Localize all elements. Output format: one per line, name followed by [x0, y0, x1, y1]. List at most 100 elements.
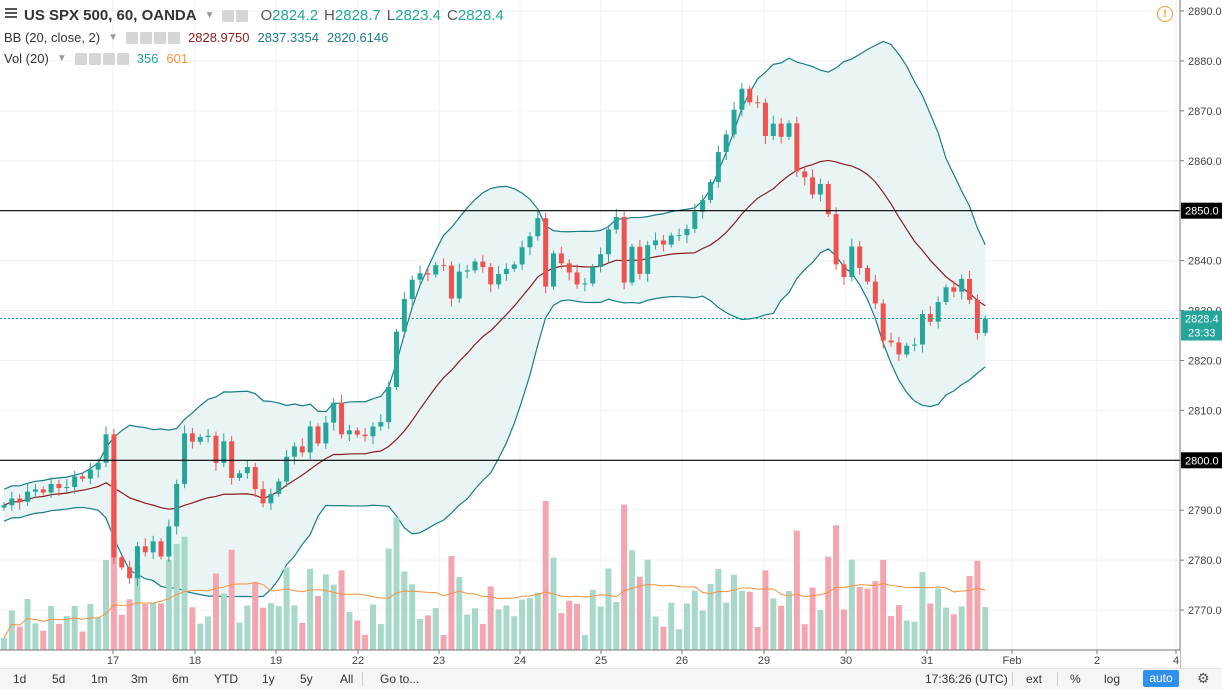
volume-bar: [762, 570, 769, 650]
candle-body: [833, 214, 839, 265]
volume-bar: [118, 614, 125, 650]
candle-body: [221, 441, 227, 463]
vol-close-icon[interactable]: [116, 52, 129, 65]
candle-body: [865, 267, 870, 282]
goto-button[interactable]: Go to...: [380, 672, 420, 686]
volume-bar: [707, 583, 714, 650]
candle-body: [700, 200, 706, 212]
bottom-toolbar: 1d 5d 1m 3m 6m YTD 1y 5y All Go to... 17:36:26 (…: [0, 668, 1222, 689]
timeframe-button[interactable]: 6m: [172, 672, 189, 686]
symbol-caret-icon[interactable]: ▼: [204, 10, 215, 21]
ext-button[interactable]: ext: [1026, 672, 1043, 686]
y-tick-label: 2840.0: [1188, 256, 1222, 268]
candle-body: [472, 261, 478, 271]
candle-body: [959, 278, 965, 292]
hide-icon[interactable]: [222, 9, 235, 22]
candle-body: [794, 123, 800, 172]
vol-caret-icon[interactable]: ▼: [56, 53, 67, 64]
timeframe-button[interactable]: 1d: [13, 672, 27, 686]
volume-bar: [315, 595, 321, 650]
volume-bar: [982, 607, 989, 650]
price-chart[interactable]: 2770.02780.02790.02800.02810.02820.02830…: [0, 0, 1222, 668]
candle-body: [590, 266, 596, 284]
candle-body: [496, 274, 502, 285]
candle-body: [433, 265, 439, 275]
volume-bar: [895, 605, 902, 650]
candle-body: [888, 340, 894, 343]
gear-icon[interactable]: ⚙: [1197, 670, 1210, 686]
candle-body: [511, 264, 517, 269]
volume-bar: [644, 559, 651, 650]
symbol-title[interactable]: US SPX 500, 60, OANDA: [24, 7, 197, 24]
time-axis[interactable]: [0, 650, 1180, 668]
bb-settings-icon[interactable]: [140, 31, 153, 44]
candle-body: [315, 426, 321, 444]
vol-more-icon[interactable]: [102, 52, 115, 65]
menu-icon[interactable]: [5, 8, 17, 20]
volume-bar: [267, 603, 274, 650]
candle-body: [284, 456, 290, 482]
candle-body: [841, 264, 847, 278]
alert-icon[interactable]: !: [1157, 6, 1173, 22]
volume-bar: [252, 582, 259, 650]
bb-fill: [4, 41, 986, 597]
x-tick-label: 22: [352, 655, 364, 667]
vol-settings-icon[interactable]: [88, 52, 101, 65]
candle-body: [158, 541, 164, 557]
volume-bar: [888, 616, 895, 650]
candle-body: [386, 386, 392, 423]
timeframe-button[interactable]: 3m: [131, 672, 148, 686]
candle-body: [668, 235, 674, 245]
bb-hide-icon[interactable]: [126, 31, 139, 44]
timeframe-button[interactable]: 5y: [300, 672, 313, 686]
timeframe-button[interactable]: 5d: [52, 672, 66, 686]
volume-bar: [605, 568, 612, 650]
volume-bar: [935, 588, 942, 650]
volume-bar: [817, 609, 824, 650]
volume-bar: [63, 615, 70, 650]
volume-bar: [244, 605, 251, 650]
bb-label[interactable]: BB (20, close, 2): [4, 30, 101, 45]
settings-icon[interactable]: [236, 9, 249, 22]
bb-more-icon[interactable]: [154, 31, 167, 44]
ohlc-value: 2828.4: [457, 7, 504, 24]
volume-bar: [613, 601, 620, 650]
log-button[interactable]: log: [1104, 672, 1121, 686]
volume-bar: [48, 605, 55, 650]
bb-close-icon[interactable]: [168, 31, 181, 44]
percent-button[interactable]: %: [1070, 672, 1081, 686]
candle-body: [111, 434, 117, 558]
volume-bar: [1, 638, 7, 650]
x-tick-label: 18: [189, 655, 201, 667]
timeframe-button[interactable]: YTD: [214, 672, 238, 686]
volume-bar: [181, 536, 188, 650]
time-readout[interactable]: 17:36:26 (UTC): [925, 672, 1008, 686]
candle-body: [213, 435, 219, 463]
volume-bar: [158, 603, 164, 650]
candle-body: [637, 246, 643, 274]
candle-body: [276, 481, 282, 494]
candle-body: [613, 216, 619, 230]
candle-body: [229, 441, 235, 478]
candle-body: [770, 123, 776, 136]
volume-bar: [55, 623, 62, 650]
candle-body: [464, 270, 470, 272]
timeframe-button[interactable]: 1y: [262, 672, 275, 686]
vol-hide-icon[interactable]: [74, 52, 87, 65]
auto-button[interactable]: auto: [1143, 670, 1179, 687]
timeframe-button[interactable]: All: [340, 672, 354, 686]
ohlc-value: 2823.4: [395, 7, 442, 24]
bb-caret-icon[interactable]: ▼: [108, 32, 119, 43]
vol-label[interactable]: Vol (20): [4, 51, 49, 66]
volume-bar: [110, 480, 117, 650]
volume-bar: [848, 559, 855, 650]
chart-canvas[interactable]: 2770.02780.02790.02800.02810.02820.02830…: [0, 0, 1222, 668]
timeframe-button[interactable]: 1m: [91, 672, 108, 686]
volume-bar: [746, 591, 753, 650]
symbol-legend-buttons: [222, 9, 249, 22]
volume-bar: [24, 598, 31, 650]
bb-legend: BB (20, close, 2) ▼ 2828.9750 2837.3354 …: [4, 30, 388, 45]
volume-bar: [809, 587, 816, 650]
candle-body: [653, 240, 659, 246]
volume-bar: [699, 610, 706, 650]
